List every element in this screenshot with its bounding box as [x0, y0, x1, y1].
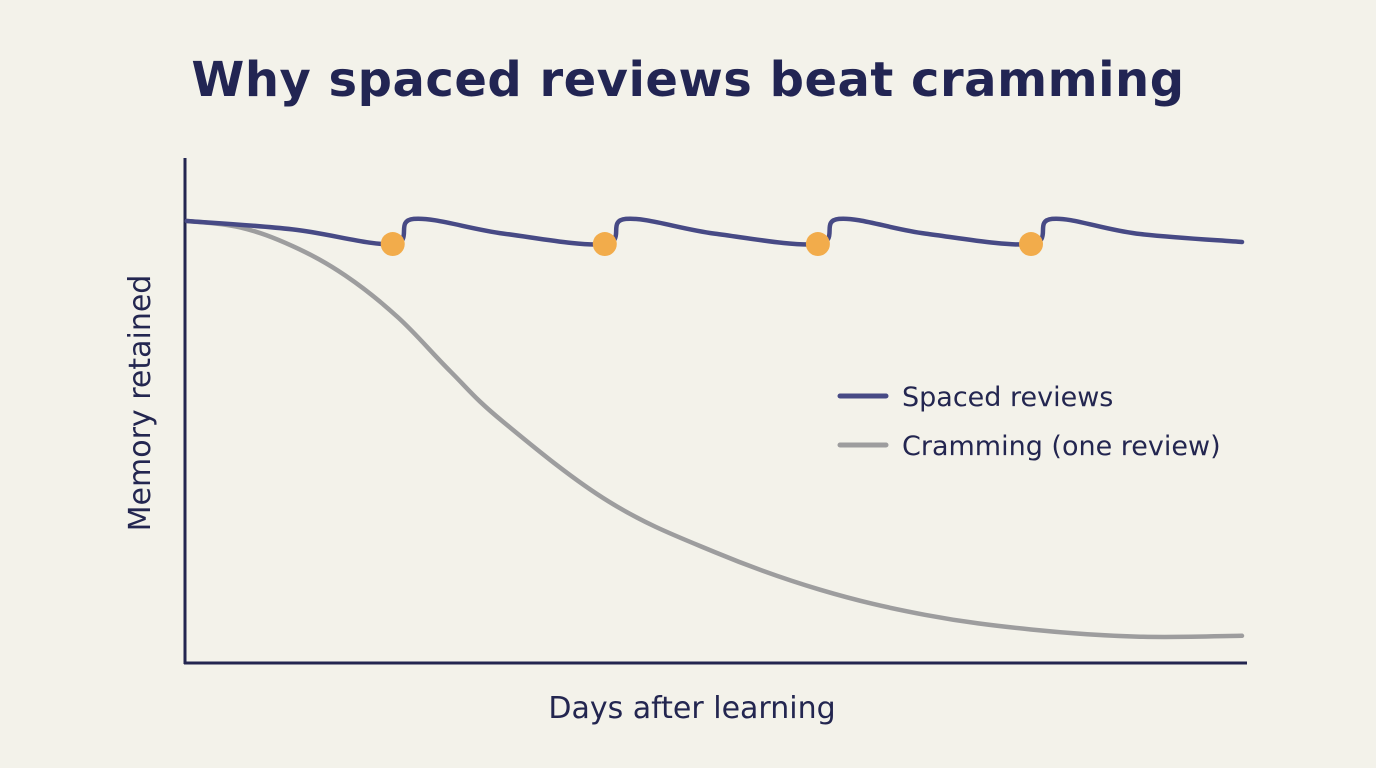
series-line-cramming	[184, 218, 1245, 640]
x-axis-label: Days after learning	[548, 691, 835, 726]
series-line-spaced-reviews	[184, 216, 1245, 247]
review-point-3	[805, 232, 830, 257]
series-layer	[184, 216, 1245, 640]
chart-title: Why spaced reviews beat cramming	[191, 52, 1185, 108]
review-point-2	[592, 232, 617, 257]
legend: Spaced reviews Cramming (one review)	[837, 382, 1221, 462]
legend-label-cramming: Cramming (one review)	[902, 431, 1221, 462]
legend-label-spaced: Spaced reviews	[902, 382, 1113, 413]
review-point-4	[1019, 232, 1043, 257]
y-axis-label: Memory retained	[123, 275, 158, 532]
review-points-layer	[380, 232, 1043, 257]
review-point-1	[380, 232, 405, 257]
